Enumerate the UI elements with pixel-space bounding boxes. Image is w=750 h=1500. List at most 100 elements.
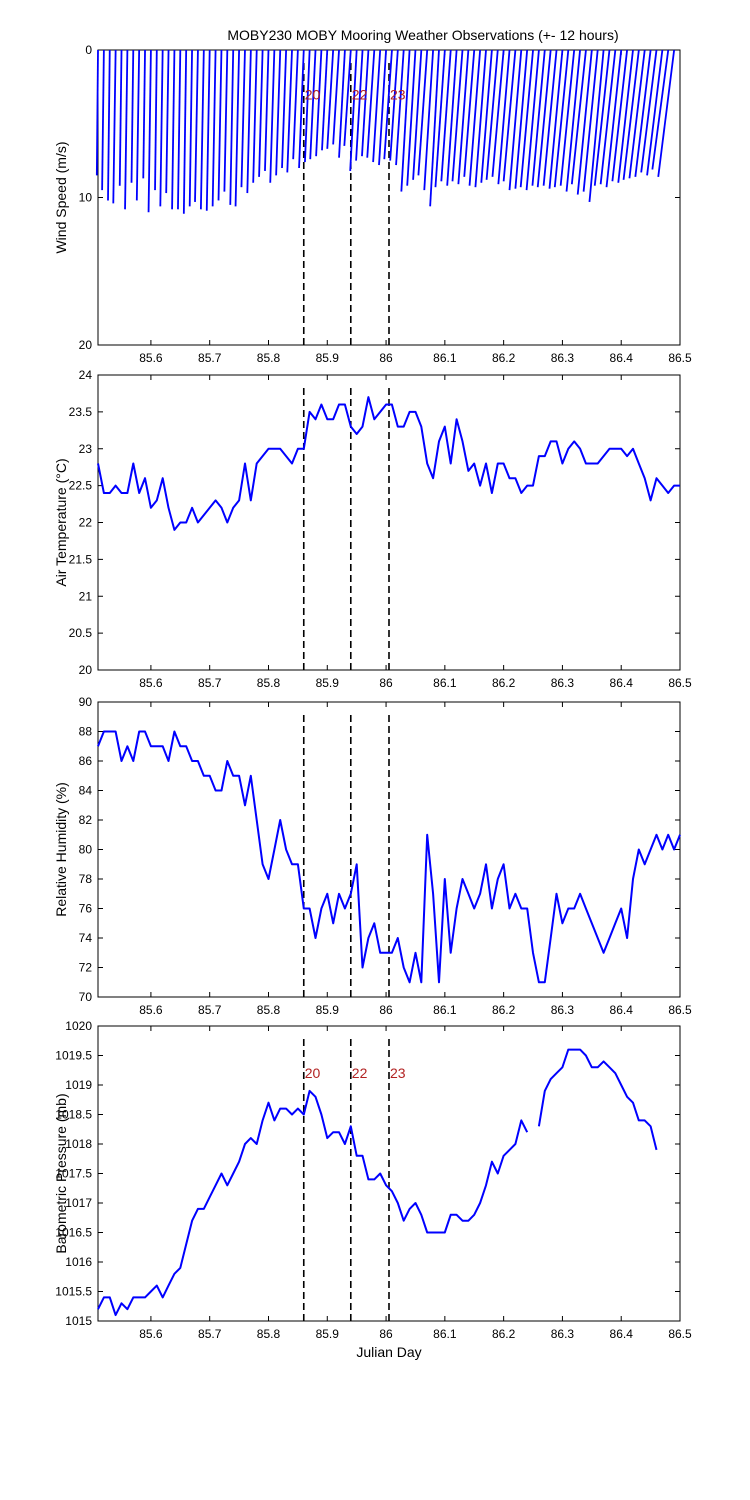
rh-panel: 70 72 74 76 78 80 82 84 86 88 90 85.6 85.7 85.8 85.9 86… [53,695,692,1017]
pressure-xlabel: Julian Day [356,1344,421,1360]
wind-wind-stick [468,49,482,186]
wind-wind-stick [525,49,540,191]
temp-xtick-label: 86.3 [551,676,575,690]
pressure-xtick-label: 86.5 [668,1327,692,1341]
wind-wind-stick [531,49,546,186]
wind-ytick-label: 0 [85,43,92,57]
rh-ytick-label: 82 [79,813,93,827]
rh-ytick-label: 70 [79,990,93,1004]
wind-ylabel: Wind Speed (m/s) [53,141,69,253]
rh-ytick-label: 86 [79,754,93,768]
temp-xtick-label: 86.4 [610,676,634,690]
wind-xtick-label: 86.4 [610,351,634,365]
pressure-ylabel: Barometric Pressure (mb) [53,1093,69,1253]
wind-wind-stick [559,49,576,186]
wind-ytick-label: 20 [79,338,93,352]
pressure-vline-label: 22 [352,1065,368,1081]
pressure-vline-label: 23 [390,1065,406,1081]
wind-wind-stick [582,49,599,192]
wind-wind-stick [171,49,176,210]
wind-ytick-label: 10 [79,191,93,205]
temp-ytick-label: 22 [79,516,93,530]
temp-xtick-label: 86.1 [433,676,457,690]
wind-xtick-label: 85.6 [139,351,163,365]
wind-wind-stick [315,49,323,157]
wind-wind-stick [605,49,623,188]
wind-wind-stick [165,49,170,194]
pressure-xtick-label: 86.4 [610,1327,634,1341]
wind-xtick-label: 86 [379,351,393,365]
wind-wind-stick [412,49,423,180]
wind-wind-stick [217,49,223,201]
wind-wind-stick [366,49,376,158]
wind-wind-stick [194,49,199,202]
wind-wind-stick [576,49,593,195]
temp-ytick-label: 20.5 [69,626,93,640]
wind-wind-stick [252,49,258,183]
wind-xtick-label: 85.8 [257,351,281,365]
temp-xtick-label: 86.5 [668,676,692,690]
wind-wind-stick [634,49,652,177]
pressure-ytick-label: 1019 [65,1078,92,1092]
pressure-ytick-label: 1020 [65,1019,92,1033]
rh-xtick-label: 85.7 [198,1003,222,1017]
wind-vline-label: 20 [305,86,321,102]
wind-wind-stick [514,49,529,189]
pressure-xtick-label: 85.8 [257,1327,281,1341]
rh-ytick-label: 78 [79,872,93,886]
temp-xtick-label: 85.8 [257,676,281,690]
temp-ytick-label: 21 [79,589,93,603]
rh-xtick-label: 86 [379,1003,393,1017]
wind-wind-stick [264,49,270,171]
wind-wind-stick [588,49,605,203]
rh-xtick-label: 86.4 [610,1003,634,1017]
wind-wind-stick [349,49,358,171]
pressure-ytick-label: 1018 [65,1137,92,1151]
wind-wind-stick [423,49,434,191]
wind-wind-stick [497,49,511,185]
wind-wind-stick [372,49,382,163]
temp-ytick-label: 24 [79,368,93,382]
rh-ytick-label: 74 [79,931,93,945]
pressure-ytick-label: 1015.5 [55,1285,92,1299]
rh-xtick-label: 85.8 [257,1003,281,1017]
wind-wind-stick [142,49,146,179]
wind-wind-stick [491,49,505,177]
wind-wind-stick [229,49,235,205]
wind-wind-stick [657,49,676,177]
pressure-xtick-label: 85.9 [316,1327,340,1341]
wind-wind-stick [240,49,246,188]
wind-wind-stick [536,49,552,188]
wind-wind-stick [502,49,517,182]
pressure-xtick-label: 85.6 [139,1327,163,1341]
wind-wind-stick [298,49,305,169]
wind-wind-stick [383,49,393,160]
wind-wind-stick [646,49,664,176]
pressure-vline-label: 20 [305,1065,321,1081]
wind-wind-stick [565,49,581,192]
wind-wind-stick [599,49,617,185]
wind-panel: 0 10 20 85.6 85.7 85.8 85.9 86 86.1 86.2 86.3 86.4 8… [53,43,692,365]
temp-ytick-label: 21.5 [69,552,93,566]
wind-xtick-label: 85.9 [316,351,340,365]
wind-wind-stick [112,49,117,204]
wind-wind-stick [101,49,105,191]
wind-wind-stick [95,49,99,176]
wind-wind-stick [332,49,340,145]
temp-xtick-label: 85.7 [198,676,222,690]
wind-wind-stick [343,49,352,146]
wind-wind-stick [326,49,335,149]
wind-wind-stick [177,49,182,210]
wind-wind-stick [417,49,429,176]
temp-series-line [97,396,680,531]
wind-wind-stick [474,49,487,188]
figure-title: MOBY230 MOBY Mooring Weather Observation… [227,27,618,43]
wind-wind-stick [406,49,417,186]
rh-ytick-label: 72 [79,961,93,975]
pressure-series-line [97,1048,658,1317]
wind-wind-stick [355,49,364,161]
wind-wind-stick [246,49,252,194]
wind-wind-stick [275,49,282,176]
wind-wind-stick [611,49,628,182]
